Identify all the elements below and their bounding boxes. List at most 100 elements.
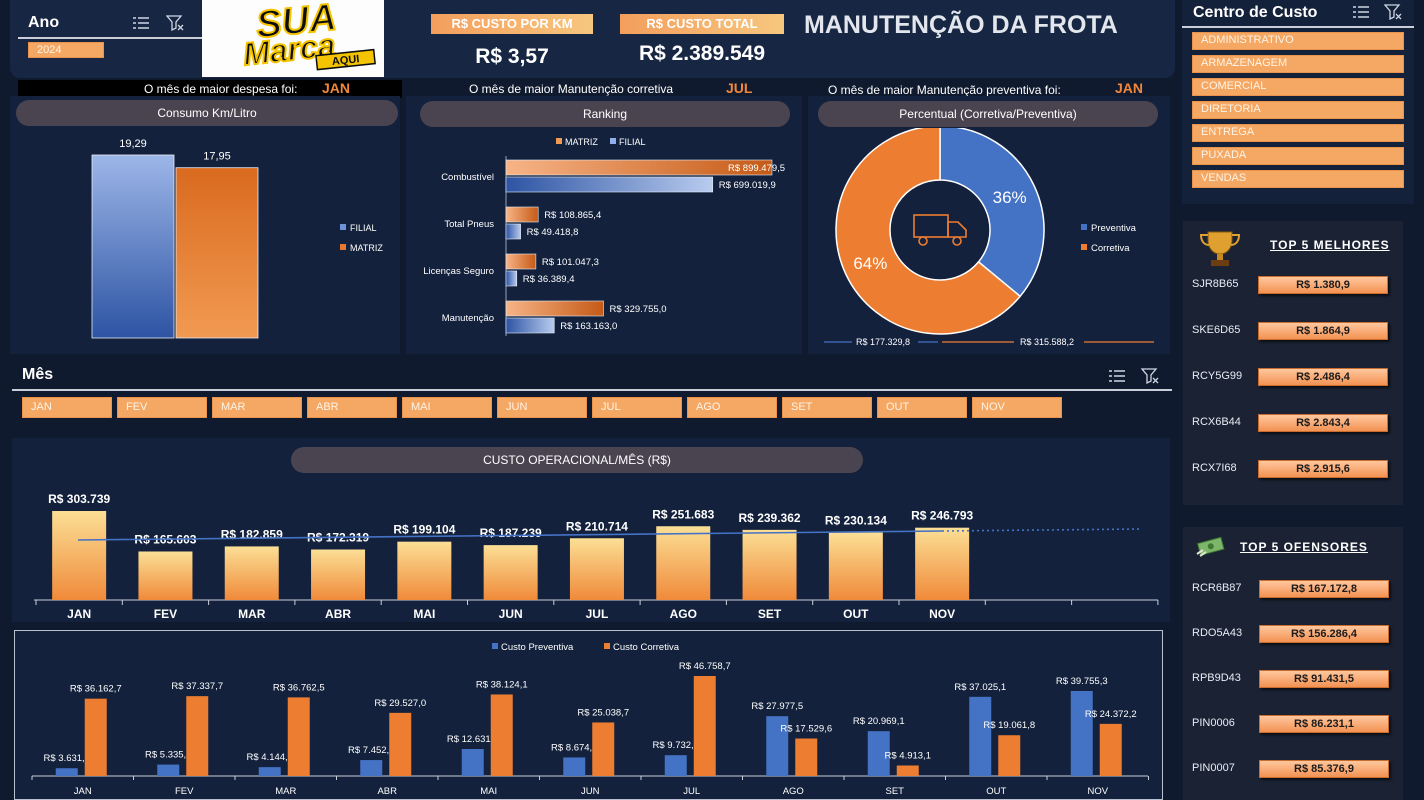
centro-custo-option[interactable]: ENTREGA	[1192, 124, 1404, 142]
mes-option-jul[interactable]: JUL	[592, 397, 682, 418]
centro-custo-option[interactable]: ADMINISTRATIVO	[1192, 32, 1404, 50]
ranking-plate: RDO5A43	[1192, 627, 1243, 639]
ranking-plate: PIN0006	[1192, 717, 1235, 729]
pc-category-label: JAN	[74, 786, 92, 797]
pc-bar-corretiva	[389, 712, 412, 776]
mes-option-ago[interactable]: AGO	[687, 397, 777, 418]
pc-bar-corretiva	[186, 696, 209, 776]
consumo-legend-item: MATRIZ	[350, 243, 383, 253]
ano-slicer: Ano 2024	[18, 8, 202, 64]
mes-option-abr[interactable]: ABR	[307, 397, 397, 418]
legend-swatch	[604, 643, 610, 649]
pc-data-label: R$ 7.452,7	[348, 745, 394, 756]
pc-data-label: R$ 46.758,7	[679, 661, 731, 672]
centro-custo-option[interactable]: COMERCIAL	[1192, 78, 1404, 96]
op-bar-jun	[483, 545, 538, 600]
pie-data-label: 64%	[853, 254, 887, 273]
ranking-bar-matriz	[505, 159, 773, 176]
pc-data-label: R$ 19.061,8	[983, 720, 1035, 731]
pc-legend-item: Custo Preventiva	[501, 642, 574, 653]
pc-category-label: MAR	[275, 786, 296, 797]
percentual-bottom-left: R$ 177.329,8	[856, 337, 910, 347]
mes-option-fev[interactable]: FEV	[117, 397, 207, 418]
op-data-label: R$ 239.362	[739, 511, 801, 525]
ranking-plate: SJR8B65	[1192, 278, 1239, 290]
brand-logo: SUA Marca AQUI	[202, 0, 384, 77]
pc-bar-preventiva	[867, 731, 890, 776]
ranking-bar-filial	[505, 223, 521, 240]
custo-total-label: R$ CUSTO TOTAL	[620, 14, 784, 34]
ranking-title: Ranking	[420, 101, 790, 127]
legend-swatch	[340, 244, 346, 250]
centro-custo-option[interactable]: PUXADA	[1192, 147, 1404, 165]
ranking-legend-item: MATRIZ	[565, 137, 598, 147]
op-category-label: JUL	[586, 607, 609, 621]
mes-option-mar[interactable]: MAR	[212, 397, 302, 418]
ranking-category-label: Manutenção	[442, 313, 494, 324]
trophy-icon	[1199, 231, 1241, 266]
pie-slice-corretiva	[835, 128, 1022, 335]
multi-select-icon[interactable]	[1352, 5, 1370, 19]
pc-bar-corretiva	[998, 735, 1021, 776]
pc-bar-preventiva	[360, 760, 383, 776]
pc-data-label: R$ 12.631,6	[447, 734, 499, 745]
multi-select-icon[interactable]	[1108, 369, 1126, 383]
pc-bar-preventiva	[258, 767, 281, 776]
centro-custo-option[interactable]: ARMAZENAGEM	[1192, 55, 1404, 73]
centro-custo-option[interactable]: VENDAS	[1192, 170, 1404, 188]
pc-data-label: R$ 27.977,5	[751, 701, 803, 712]
pc-bar-preventiva	[1070, 690, 1093, 776]
op-data-label: R$ 187.239	[480, 526, 542, 540]
clear-filter-icon[interactable]	[1141, 368, 1159, 384]
clear-filter-icon[interactable]	[1384, 4, 1402, 20]
op-data-label: R$ 303.739	[48, 492, 110, 506]
percentual-legend-item: Corretiva	[1091, 243, 1130, 254]
pc-data-label: R$ 36.762,5	[273, 682, 325, 693]
pc-data-label: R$ 3.631,3	[44, 753, 90, 764]
multi-select-icon[interactable]	[132, 16, 150, 30]
pc-legend-item: Custo Corretiva	[613, 642, 680, 653]
ranking-category-label: Total Pneus	[444, 219, 494, 230]
mes-option-set[interactable]: SET	[782, 397, 872, 418]
mes-option-jan[interactable]: JAN	[22, 397, 112, 418]
pc-data-label: R$ 20.969,1	[853, 716, 905, 727]
pc-data-label: R$ 9.732,9	[653, 740, 699, 751]
op-category-label: SET	[758, 607, 782, 621]
ranking-data-label: R$ 163.163,0	[560, 321, 617, 332]
mes-option-jun[interactable]: JUN	[497, 397, 587, 418]
pc-category-label: MAI	[480, 786, 497, 797]
ranking-plate: PIN0007	[1192, 762, 1235, 774]
clear-filter-icon[interactable]	[166, 15, 184, 31]
consumo-legend-item: FILIAL	[350, 223, 377, 233]
percentual-title: Percentual (Corretiva/Preventiva)	[818, 101, 1158, 127]
pc-bar-corretiva	[490, 694, 513, 776]
centro-custo-option[interactable]: DIRETORIA	[1192, 101, 1404, 119]
pc-bar-preventiva	[461, 748, 484, 776]
mes-option-mai[interactable]: MAI	[402, 397, 492, 418]
op-category-label: NOV	[929, 607, 955, 621]
ranking-value: R$ 156.286,4	[1259, 625, 1389, 643]
ano-option-2024[interactable]: 2024	[28, 42, 104, 58]
op-data-label: R$ 199.104	[393, 523, 455, 537]
custo-operacional-title: CUSTO OPERACIONAL/MÊS (R$)	[291, 447, 863, 473]
pc-bar-corretiva	[84, 698, 107, 776]
ranking-bar-matriz	[505, 253, 537, 270]
pc-data-label: R$ 5.335,3	[145, 750, 191, 761]
pc-bar-preventiva	[969, 696, 992, 776]
op-trendline	[77, 530, 943, 541]
op-data-label: R$ 246.793	[911, 509, 973, 523]
top-ofensores-panel	[1183, 527, 1403, 800]
centro-custo-title: Centro de Custo	[1193, 4, 1318, 21]
custo-km-label: R$ CUSTO POR KM	[431, 14, 593, 34]
op-bar-mai	[397, 541, 452, 600]
pc-data-label: R$ 39.755,3	[1056, 676, 1108, 687]
mes-title: Mês	[22, 366, 54, 383]
op-data-label: R$ 251.683	[652, 507, 714, 521]
corretiva-value: JUL	[726, 80, 753, 96]
mes-option-out[interactable]: OUT	[877, 397, 967, 418]
op-category-label: JUN	[499, 607, 523, 621]
pc-bar-corretiva	[1099, 723, 1122, 776]
pc-data-label: R$ 4.144,3	[247, 752, 293, 763]
consumo-bar-filial	[91, 154, 175, 339]
mes-option-nov[interactable]: NOV	[972, 397, 1062, 418]
